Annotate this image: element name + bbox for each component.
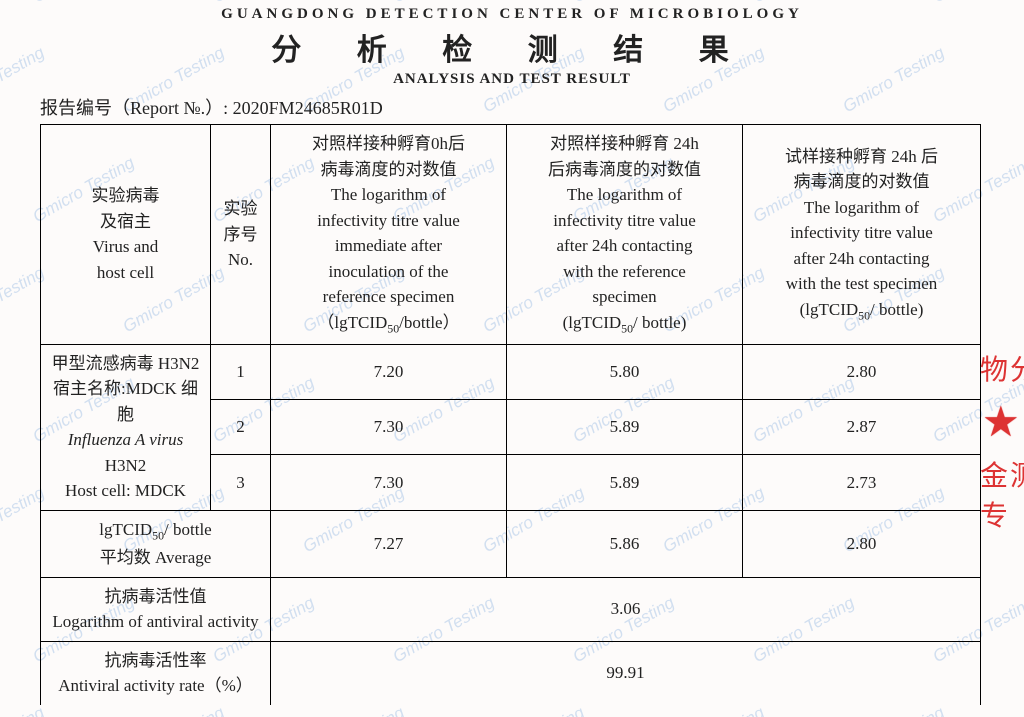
cell-test24h: 2.73 bbox=[743, 455, 981, 510]
document-content: GUANGDONG DETECTION CENTER OF MICROBIOLO… bbox=[0, 0, 1024, 705]
th-virus-host: 实验病毒 及宿主 Virus and host cell bbox=[41, 125, 211, 345]
report-number-label: 报告编号（Report №.）: bbox=[40, 98, 228, 118]
table-header-row: 实验病毒 及宿主 Virus and host cell 实验 序号 No. 对… bbox=[41, 125, 981, 345]
org-name-en: GUANGDONG DETECTION CENTER OF MICROBIOLO… bbox=[40, 6, 984, 23]
cell-no: 3 bbox=[211, 455, 271, 510]
average-row: lgTCID50/ bottle 平均数 Average 7.27 5.86 2… bbox=[41, 510, 981, 577]
table-row: 甲型流感病毒 H3N2 宿主名称:MDCK 细 胞 Influenza A vi… bbox=[41, 344, 981, 399]
report-number-value: 2020FM24685R01D bbox=[233, 98, 383, 118]
th-ref-24h: 对照样接种孵育 24h 后病毒滴度的对数值 The logarithm of i… bbox=[507, 125, 743, 345]
avg-ref0h: 7.27 bbox=[271, 510, 507, 577]
cell-no: 1 bbox=[211, 344, 271, 399]
report-number: 报告编号（Report №.）: 2020FM24685R01D bbox=[40, 94, 984, 120]
rate-value: 99.91 bbox=[271, 641, 981, 705]
cell-test24h: 2.80 bbox=[743, 344, 981, 399]
log-activity-label: 抗病毒活性值 Logarithm of antiviral activity bbox=[41, 577, 271, 641]
cell-ref24h: 5.80 bbox=[507, 344, 743, 399]
rate-label: 抗病毒活性率 Antiviral activity rate（%） bbox=[41, 641, 271, 705]
avg-ref24h: 5.86 bbox=[507, 510, 743, 577]
results-table: 实验病毒 及宿主 Virus and host cell 实验 序号 No. 对… bbox=[40, 124, 981, 705]
cell-ref0h: 7.30 bbox=[271, 455, 507, 510]
cell-no: 2 bbox=[211, 400, 271, 455]
cell-ref24h: 5.89 bbox=[507, 400, 743, 455]
log-activity-row: 抗病毒活性值 Logarithm of antiviral activity 3… bbox=[41, 577, 981, 641]
title-cn: 分 析 检 测 结 果 bbox=[40, 25, 984, 69]
virus-host-cell: 甲型流感病毒 H3N2 宿主名称:MDCK 细 胞 Influenza A vi… bbox=[41, 344, 211, 510]
title-en: ANALYSIS AND TEST RESULT bbox=[40, 71, 984, 88]
log-activity-value: 3.06 bbox=[271, 577, 981, 641]
cell-ref0h: 7.20 bbox=[271, 344, 507, 399]
cell-ref0h: 7.30 bbox=[271, 400, 507, 455]
th-ref-0h: 对照样接种孵育0h后 病毒滴度的对数值 The logarithm of inf… bbox=[271, 125, 507, 345]
avg-label: lgTCID50/ bottle 平均数 Average bbox=[41, 510, 271, 577]
cell-ref24h: 5.89 bbox=[507, 455, 743, 510]
th-no: 实验 序号 No. bbox=[211, 125, 271, 345]
avg-test24h: 2.80 bbox=[743, 510, 981, 577]
rate-row: 抗病毒活性率 Antiviral activity rate（%） 99.91 bbox=[41, 641, 981, 705]
th-test-24h: 试样接种孵育 24h 后 病毒滴度的对数值 The logarithm of i… bbox=[743, 125, 981, 345]
cell-test24h: 2.87 bbox=[743, 400, 981, 455]
